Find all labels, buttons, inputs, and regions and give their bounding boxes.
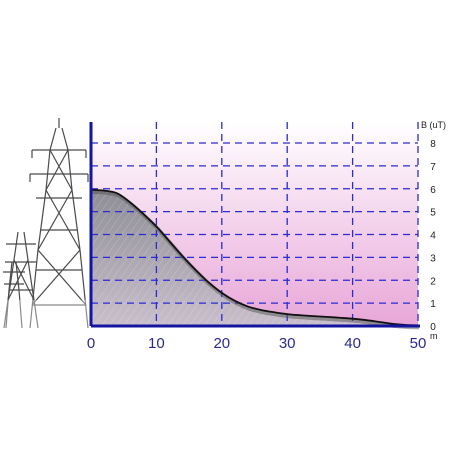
y-tick-label: 1 [430, 299, 436, 310]
y-tick-label: 4 [430, 231, 436, 242]
y-tick-label: 7 [430, 162, 436, 173]
x-tick-label: 30 [279, 335, 296, 352]
y-tick-label: 3 [430, 253, 436, 264]
y-tick-label: 5 [430, 208, 436, 219]
y-tick-label: 6 [430, 185, 436, 196]
x-tick-label: 40 [344, 335, 361, 352]
y-tick-label: 0 [430, 322, 436, 333]
grid [91, 122, 419, 326]
transmission-tower-icon [3, 118, 89, 329]
x-tick-label: 0 [87, 335, 95, 352]
x-tick-label: 20 [213, 335, 230, 352]
y-tick-label: 8 [430, 139, 436, 150]
y-tick-label: 2 [430, 276, 436, 287]
ground-haze [0, 300, 92, 328]
y-tick-labels: 0 1 2 3 4 5 6 7 8 [430, 139, 436, 333]
x-axis-label: m [430, 331, 438, 341]
x-tick-label: 10 [148, 335, 165, 352]
y-axis-label: B (uT) [421, 120, 446, 130]
x-tick-labels: 0 10 20 30 40 50 [87, 335, 427, 352]
field-area-texture [91, 189, 418, 326]
x-tick-label: 50 [410, 335, 427, 352]
series-line [90, 188, 419, 327]
